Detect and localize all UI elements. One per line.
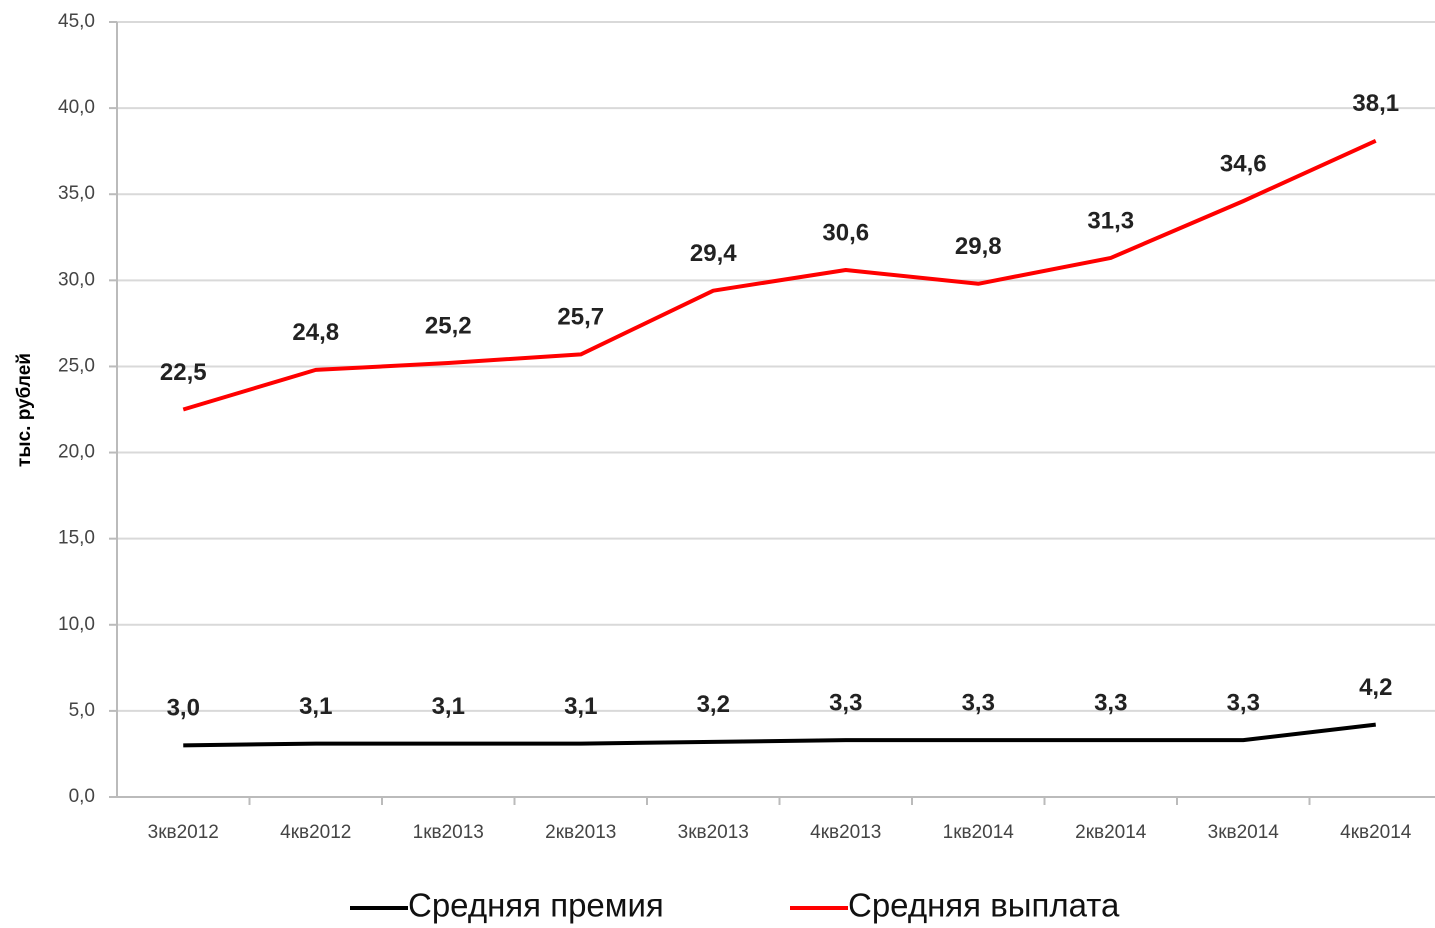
data-label: 3,3 (962, 690, 995, 717)
data-label: 3,0 (167, 695, 200, 722)
y-tick-label: 45,0 (58, 11, 95, 32)
data-label: 25,7 (557, 304, 604, 331)
data-label: 29,8 (955, 233, 1002, 260)
data-label: 3,1 (299, 693, 332, 720)
legend-label: Средняя выплата (848, 887, 1120, 924)
y-tick-label: 30,0 (58, 269, 95, 290)
y-tick-label: 20,0 (58, 442, 95, 463)
y-tick-label: 40,0 (58, 97, 95, 118)
data-label: 29,4 (690, 240, 737, 267)
data-label: 38,1 (1352, 90, 1399, 117)
y-tick-label: 5,0 (69, 700, 95, 721)
data-label: 22,5 (160, 359, 207, 386)
data-label: 3,1 (564, 693, 597, 720)
series-line (182, 139, 1377, 412)
y-tick-label: 15,0 (58, 528, 95, 549)
y-axis-label: тыс. рублей (14, 353, 35, 467)
data-label: 31,3 (1087, 207, 1134, 234)
x-tick-label: 3кв2014 (1208, 822, 1280, 843)
x-tick-label: 1кв2014 (943, 822, 1015, 843)
x-tick-label: 4кв2013 (810, 822, 881, 843)
data-label: 4,2 (1359, 674, 1392, 701)
data-label: 3,3 (1227, 690, 1260, 717)
legend-label: Средняя премия (408, 887, 664, 924)
x-tick-label: 3кв2013 (678, 822, 749, 843)
x-tick-label: 4кв2014 (1340, 822, 1412, 843)
data-label: 30,6 (822, 219, 869, 246)
data-label: 3,1 (432, 693, 465, 720)
y-tick-label: 0,0 (69, 786, 95, 807)
y-tick-label: 35,0 (58, 183, 95, 204)
data-label: 24,8 (292, 319, 339, 346)
data-label: 3,2 (697, 691, 730, 718)
data-label: 25,2 (425, 312, 472, 339)
x-tick-label: 1кв2013 (413, 822, 484, 843)
data-label: 3,3 (1094, 690, 1127, 717)
x-tick-label: 2кв2014 (1075, 822, 1147, 843)
x-tick-label: 2кв2013 (545, 822, 616, 843)
series-line (183, 722, 1376, 748)
x-tick-label: 3кв2012 (148, 822, 219, 843)
y-tick-label: 25,0 (58, 355, 95, 376)
data-label: 34,6 (1220, 150, 1267, 177)
data-label: 3,3 (829, 690, 862, 717)
x-tick-label: 4кв2012 (280, 822, 351, 843)
y-tick-label: 10,0 (58, 614, 95, 635)
